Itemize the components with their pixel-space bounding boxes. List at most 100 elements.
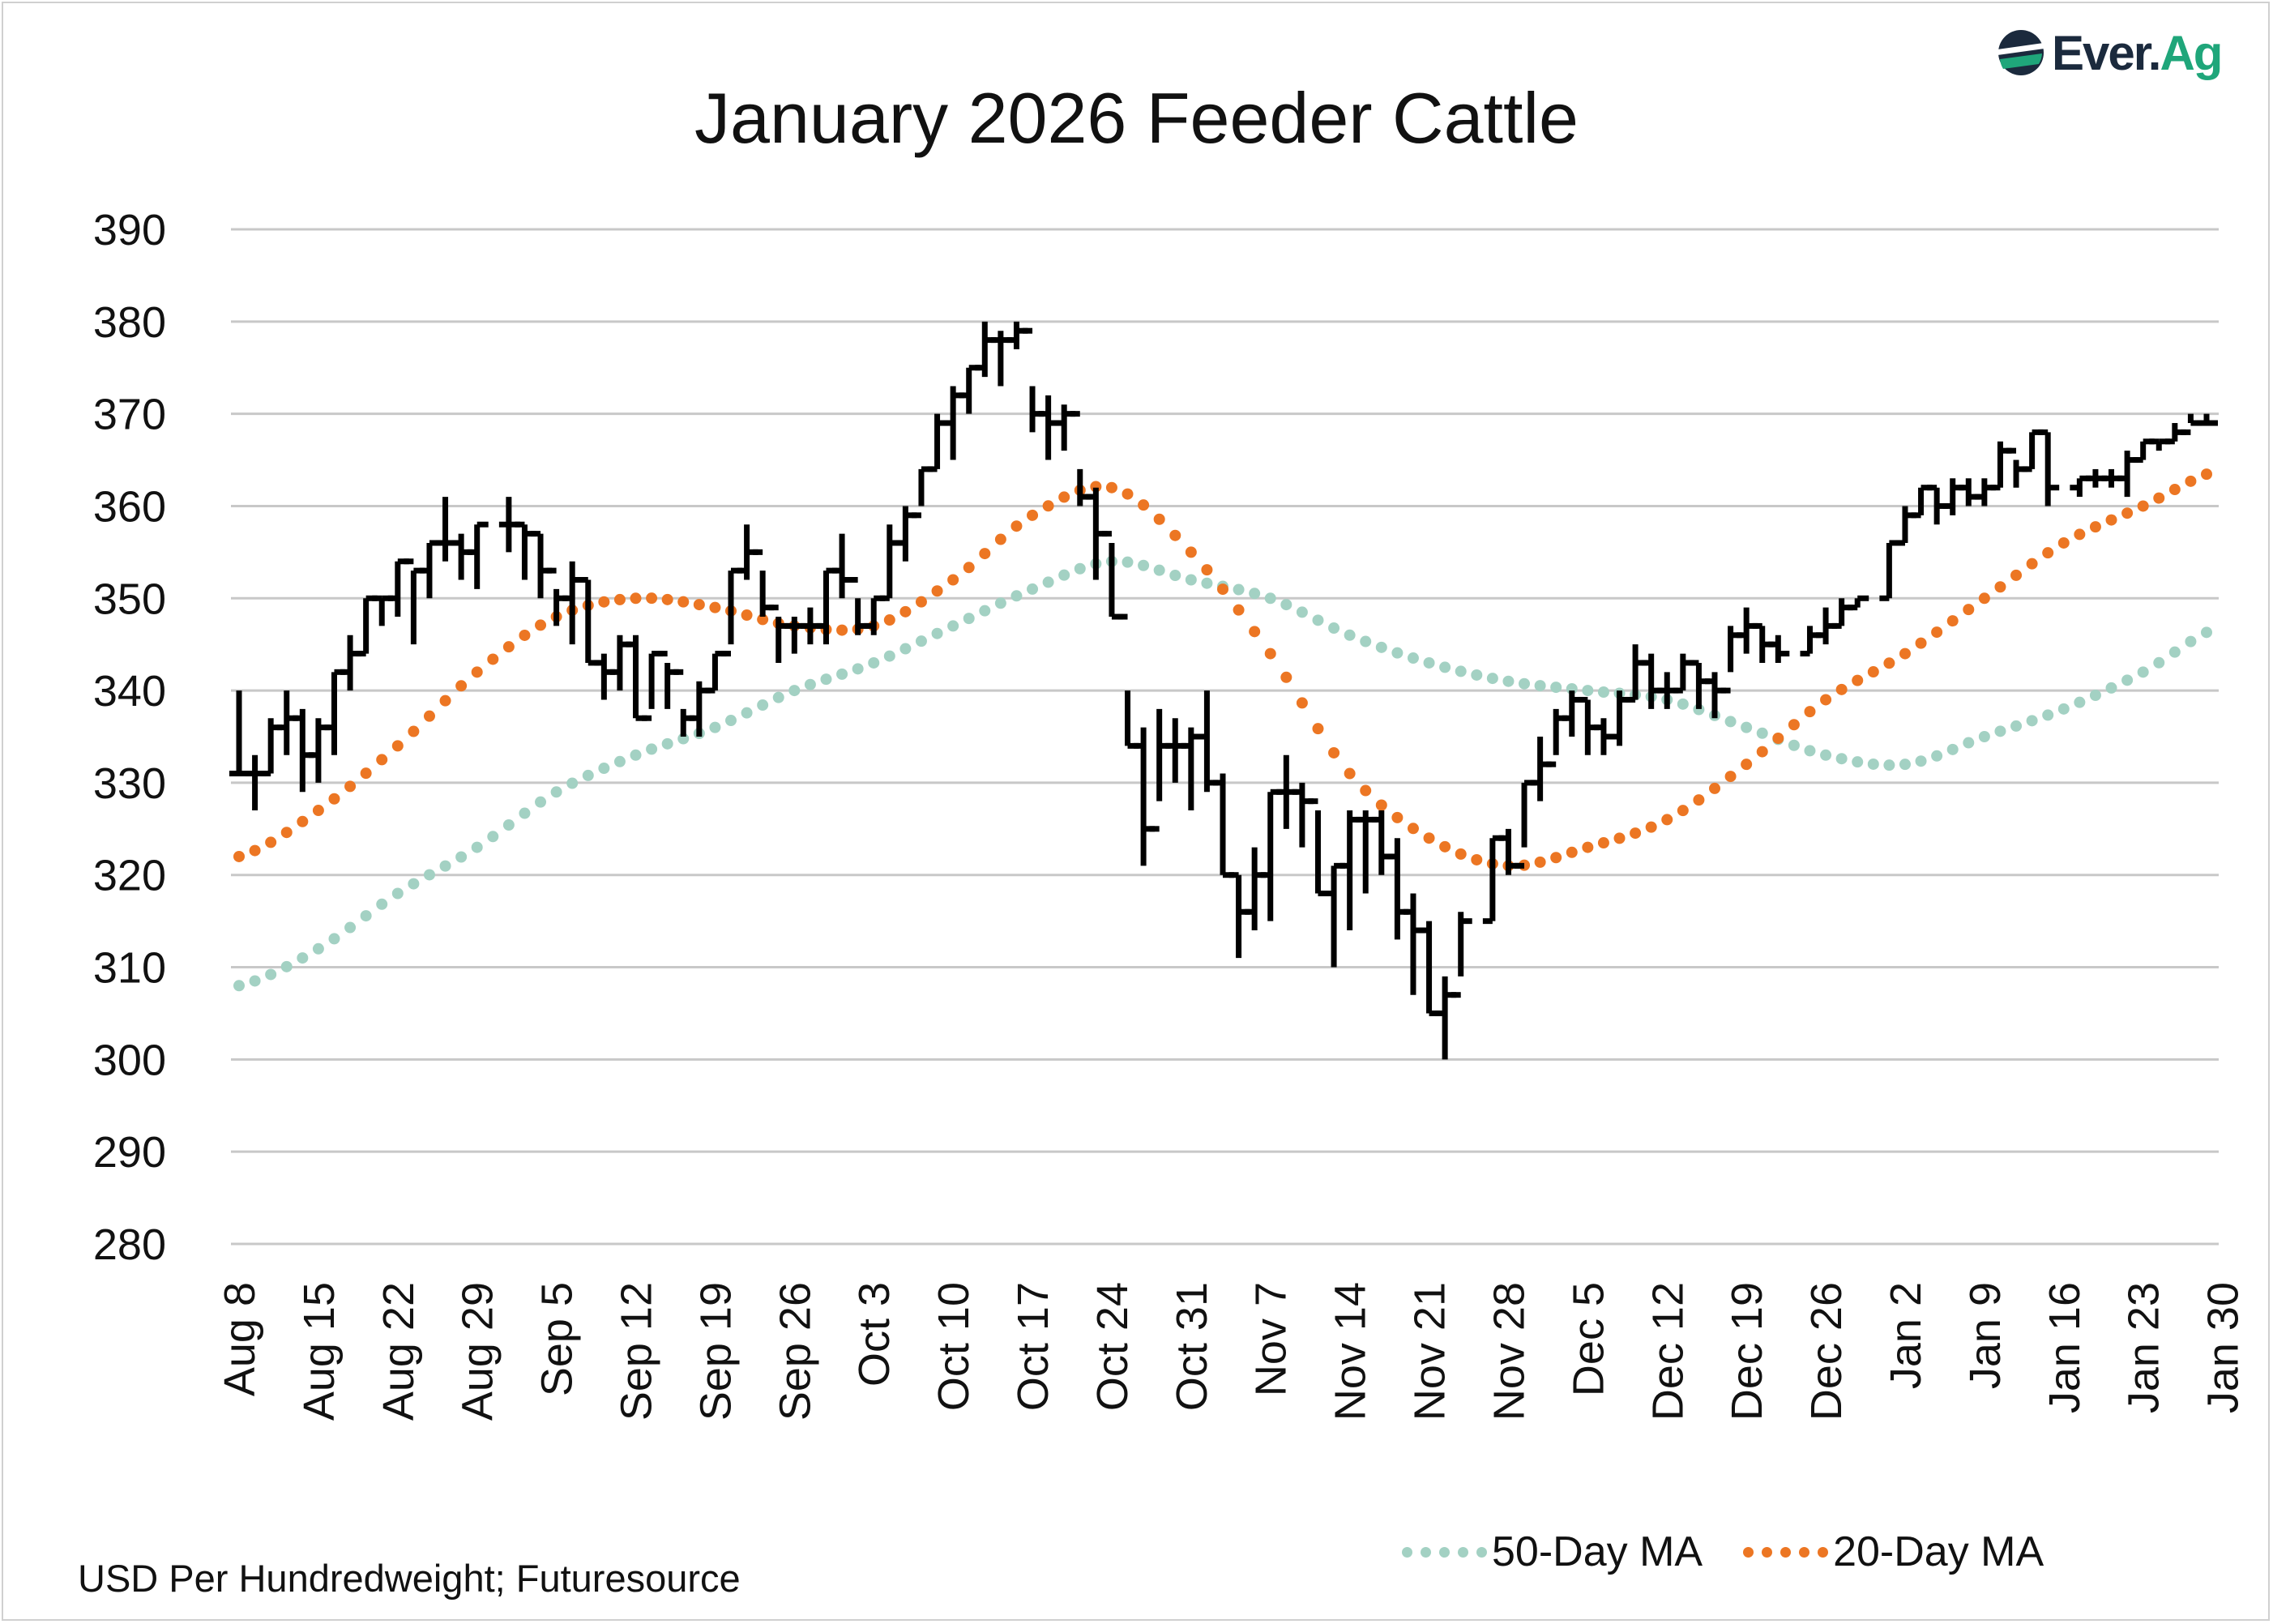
ma20-dot	[1455, 848, 1467, 860]
ma20-dot	[1820, 694, 1832, 706]
ma50-dot	[598, 763, 610, 775]
ma20-dot	[646, 592, 658, 605]
ma20-dot	[1312, 723, 1324, 735]
ma20-dot	[613, 593, 626, 605]
ma50-dot	[1280, 599, 1292, 611]
ma50-dot	[1741, 721, 1753, 733]
ma20-dot	[741, 609, 753, 622]
ma20-dot	[1931, 626, 1943, 639]
ma20-dot	[1946, 615, 1959, 627]
source-note: USD Per Hundredweight; Futuresource	[78, 1557, 741, 1600]
ma50-dot	[2089, 690, 2101, 702]
ma50-dot	[994, 597, 1006, 609]
ma20-dot	[2168, 484, 2181, 496]
ma50-dot	[1835, 753, 1848, 765]
x-tick-label: Oct 24	[1088, 1282, 1137, 1411]
ma20-dot	[1153, 513, 1165, 525]
ma50-dot	[852, 663, 864, 675]
ma50-dot	[1423, 656, 1435, 669]
ma20-dot	[344, 780, 357, 793]
ma50-dot	[439, 860, 451, 872]
ma50-dot	[2137, 666, 2149, 678]
ma50-dot	[550, 786, 562, 798]
ma20-dot	[1613, 832, 1626, 844]
ma50-dot	[1328, 622, 1340, 635]
everag-logo: Ever.Ag	[1995, 24, 2223, 81]
ma50-dot	[947, 620, 959, 632]
ma50-dot	[1724, 716, 1737, 728]
ma20-dot	[1788, 719, 1800, 731]
y-tick-label: 380	[93, 298, 166, 347]
y-tick-label: 350	[93, 575, 166, 623]
ma50-dot	[455, 851, 468, 863]
ma50-dot	[915, 635, 927, 647]
ma20-dot	[1582, 841, 1594, 853]
ma50-dot	[391, 887, 404, 900]
ma20-dot	[1709, 782, 1720, 794]
ma50-dot	[1375, 641, 1387, 653]
ma20-dot	[693, 599, 705, 611]
legend-item-ma50: 50-Day MA	[1402, 1528, 1703, 1576]
ma50-dot	[661, 737, 673, 750]
ma50-dot	[1519, 677, 1531, 690]
legend-label-ma20: 20-Day MA	[1833, 1528, 2044, 1575]
ma20-dot	[1010, 520, 1023, 532]
ma50-dot	[1915, 755, 1927, 767]
x-tick-label: Nov 14	[1327, 1282, 1375, 1421]
ma20-dot	[1677, 805, 1689, 817]
x-tick-label: Sep 19	[691, 1282, 740, 1421]
ma50-dot	[646, 743, 658, 755]
logo-text: Ever.Ag	[2052, 25, 2223, 81]
y-tick-label: 280	[93, 1220, 166, 1269]
ma20-dot	[2042, 547, 2054, 559]
ma50-dot	[1677, 698, 1689, 710]
ma50-dot	[1946, 743, 1959, 755]
x-tick-label: Jan 16	[2040, 1282, 2089, 1413]
ma20-dot	[709, 601, 721, 613]
ma20-dot	[487, 653, 499, 665]
ma50-legend-marker	[1402, 1546, 1487, 1558]
ma20-dot	[471, 666, 483, 678]
ma20-dot	[1550, 852, 1562, 864]
ma50-dot	[1042, 576, 1054, 588]
ma50-dot	[2026, 715, 2038, 727]
legend-item-ma20: 20-Day MA	[1743, 1528, 2044, 1576]
ma50-dot	[772, 691, 784, 703]
ma20-dot	[1027, 509, 1039, 521]
x-tick-label: Sep 12	[613, 1282, 661, 1421]
logo-text-ever: Ever.	[2052, 25, 2161, 80]
x-tick-label: Jan 2	[1882, 1282, 1930, 1389]
ma20-dot	[1741, 759, 1753, 771]
ma50-dot	[1344, 629, 1356, 641]
ma20-dot	[1201, 564, 1213, 576]
ma20-dot	[947, 574, 959, 586]
ma20-dot	[265, 836, 277, 848]
ma50-dot	[582, 769, 594, 781]
ma50-dot	[1788, 739, 1800, 751]
ma20-dot	[249, 844, 261, 857]
ma20-dot	[915, 596, 927, 608]
ma20-dot	[1233, 604, 1245, 616]
ma20-dot	[376, 754, 388, 766]
ma20-dot	[1852, 674, 1864, 686]
ma50-dot	[613, 755, 626, 767]
ma50-dot	[741, 707, 753, 719]
ma50-dot	[1978, 731, 1990, 742]
ma20-dot	[1138, 499, 1150, 511]
ma20-dot	[836, 624, 848, 636]
ma50-dot	[297, 952, 309, 964]
ma20-dot	[1122, 488, 1134, 500]
ma50-dot	[2153, 656, 2165, 669]
ma20-dot	[1693, 794, 1705, 806]
y-tick-label: 330	[93, 759, 166, 808]
ma20-dot	[1645, 821, 1657, 833]
ma50-dot	[408, 878, 420, 890]
ma50-dot	[883, 650, 895, 662]
ma50-dot	[1550, 682, 1562, 694]
legend: 50-Day MA 20-Day MA	[1402, 1528, 2044, 1576]
ma20-dot	[661, 593, 673, 605]
ma50-dot	[502, 818, 515, 831]
ma20-dot	[1724, 771, 1737, 783]
ma50-dot	[725, 715, 737, 727]
ma20-dot	[1963, 604, 1975, 616]
